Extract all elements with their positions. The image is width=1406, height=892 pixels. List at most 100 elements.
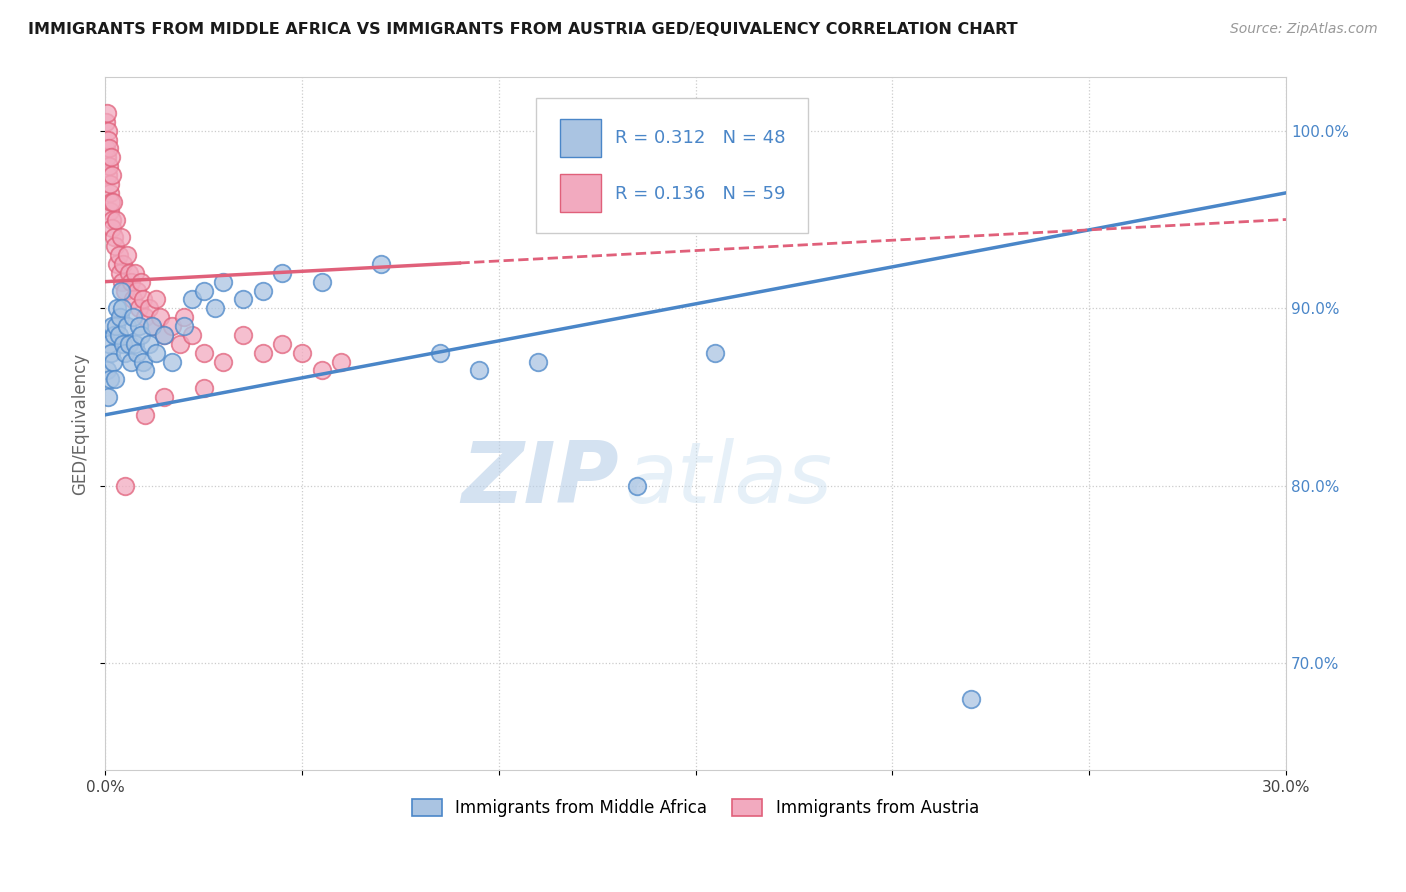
Point (114, 479, 136, 493)
Point (120, 275, 142, 289)
Point (105, 212, 128, 227)
Point (134, 310, 156, 325)
Point (105, 319, 128, 334)
Point (252, 345, 274, 359)
Point (129, 275, 152, 289)
Point (193, 381, 215, 395)
Point (115, 248, 138, 262)
Point (98, 159, 121, 173)
Point (145, 345, 167, 359)
Point (101, 221, 124, 235)
Point (104, 372, 127, 386)
Point (291, 345, 314, 359)
Point (108, 327, 131, 342)
Point (153, 327, 176, 342)
Point (118, 266, 141, 280)
Point (131, 293, 153, 307)
Point (96, 150, 118, 164)
Text: IMMIGRANTS FROM MIDDLE AFRICA VS IMMIGRANTS FROM AUSTRIA GED/EQUIVALENCY CORRELA: IMMIGRANTS FROM MIDDLE AFRICA VS IMMIGRA… (28, 22, 1018, 37)
Point (330, 354, 353, 368)
Point (271, 266, 294, 280)
Point (125, 284, 148, 298)
Text: R = 0.136   N = 59: R = 0.136 N = 59 (616, 185, 786, 202)
Point (108, 310, 131, 325)
Point (94, 115, 117, 129)
Point (149, 310, 172, 325)
Point (98, 336, 121, 351)
Point (180, 327, 202, 342)
Bar (560, 119, 602, 157)
Point (98, 186, 121, 200)
Point (96, 141, 118, 155)
Point (103, 327, 125, 342)
Point (271, 336, 294, 351)
Point (97, 141, 120, 155)
Y-axis label: GED/Equivalency: GED/Equivalency (72, 352, 89, 495)
Point (97, 390, 120, 404)
Point (128, 319, 150, 334)
Point (960, 692, 983, 706)
Point (129, 327, 152, 342)
Point (138, 336, 160, 351)
Point (145, 293, 167, 307)
Point (141, 319, 163, 334)
Point (193, 345, 215, 359)
Point (97, 132, 120, 146)
Point (125, 345, 148, 359)
Point (121, 310, 143, 325)
Point (232, 293, 254, 307)
Point (180, 293, 202, 307)
Text: R = 0.312   N = 48: R = 0.312 N = 48 (616, 129, 786, 147)
Text: ZIP: ZIP (461, 438, 619, 521)
Point (98, 203, 121, 218)
Point (138, 301, 160, 316)
Point (98, 177, 121, 191)
Point (128, 301, 150, 316)
Point (100, 150, 122, 164)
Point (626, 479, 648, 493)
Point (111, 336, 134, 351)
Point (134, 363, 156, 377)
Point (232, 327, 254, 342)
Point (114, 284, 136, 298)
Point (429, 345, 451, 359)
Point (100, 345, 122, 359)
Point (115, 319, 138, 334)
Point (108, 266, 131, 280)
Point (97, 124, 120, 138)
Point (98, 372, 121, 386)
FancyBboxPatch shape (536, 98, 808, 234)
Point (110, 284, 132, 298)
Point (212, 354, 235, 368)
Point (100, 168, 122, 182)
Point (100, 194, 122, 209)
Bar (560, 175, 602, 212)
Point (101, 212, 124, 227)
Point (169, 336, 191, 351)
Point (101, 354, 124, 368)
Point (96, 106, 118, 120)
Text: Source: ZipAtlas.com: Source: ZipAtlas.com (1230, 22, 1378, 37)
Point (160, 354, 183, 368)
Point (104, 239, 127, 253)
Point (103, 230, 125, 244)
Point (124, 336, 146, 351)
Point (97, 168, 120, 182)
Point (173, 310, 195, 325)
Point (105, 257, 128, 271)
Point (160, 319, 183, 334)
Point (124, 266, 146, 280)
Point (101, 194, 124, 209)
Point (468, 363, 491, 377)
Point (311, 275, 333, 289)
Point (131, 354, 153, 368)
Point (252, 284, 274, 298)
Point (118, 336, 141, 351)
Point (311, 363, 333, 377)
Point (111, 275, 134, 289)
Point (110, 230, 132, 244)
Point (527, 354, 550, 368)
Point (96, 363, 118, 377)
Point (121, 293, 143, 307)
Point (108, 248, 131, 262)
